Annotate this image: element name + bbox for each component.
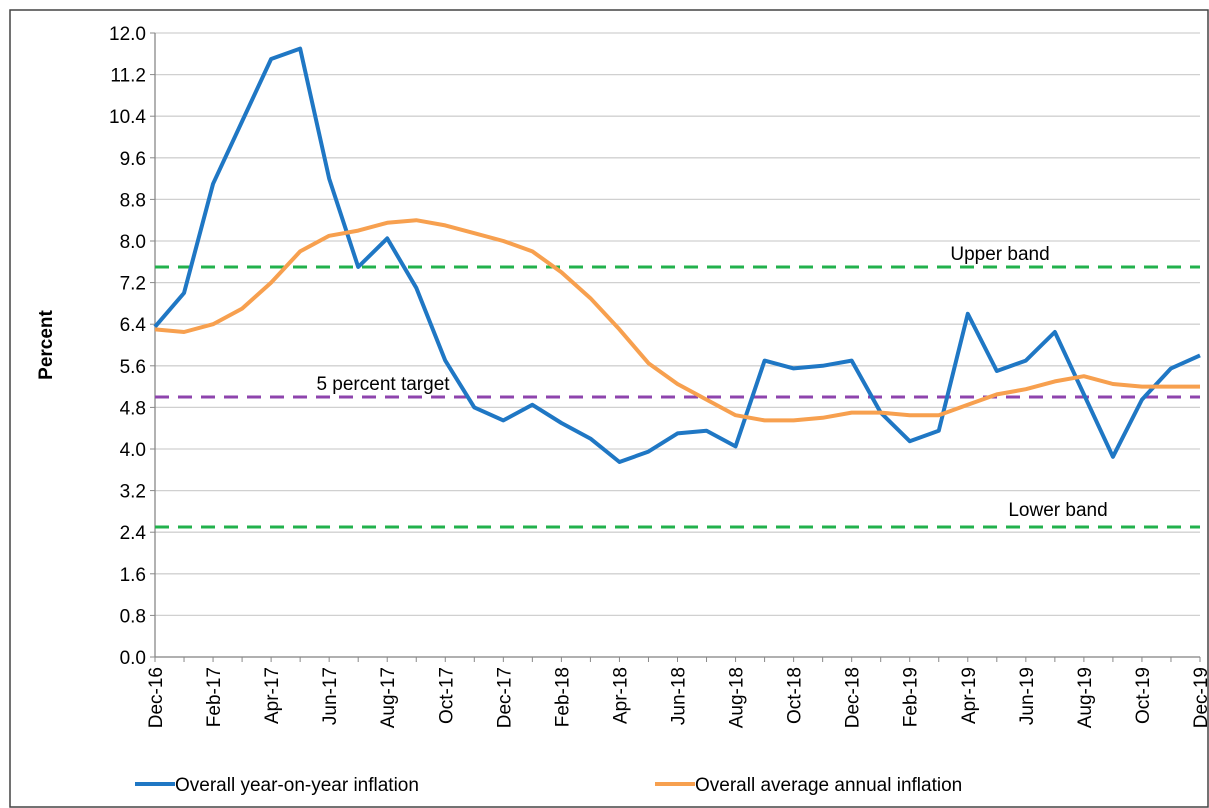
y-axis-label: Percent (36, 309, 57, 379)
y-tick-label: 6.4 (120, 315, 147, 336)
y-tick-label: 8.0 (120, 232, 146, 253)
x-tick-label: Apr-18 (610, 667, 631, 724)
x-tick-label: Oct-19 (1133, 667, 1154, 724)
data-line (153, 46, 1201, 464)
reference-label: 5 percent target (316, 374, 450, 395)
x-tick-label: Feb-19 (901, 667, 922, 727)
frame (9, 9, 1209, 808)
x-tick-label: Apr-19 (959, 667, 980, 724)
y-tick-label: 1.6 (120, 565, 146, 586)
x-tick-label: Feb-18 (552, 667, 573, 727)
y-tick-label: 9.6 (120, 149, 146, 170)
y-tick-label: 4.8 (120, 398, 146, 419)
x-tick-label: Jun-19 (1017, 667, 1038, 725)
reference-label: Upper band (950, 244, 1049, 265)
reference-label: Lower band (1008, 500, 1107, 521)
x-tick-label: Feb-17 (204, 667, 225, 727)
x-tick-label: Dec-16 (146, 667, 167, 728)
x-tick-label: Oct-18 (785, 667, 806, 724)
x-tick-label: Aug-17 (378, 667, 399, 728)
y-tick-label: 12.0 (109, 24, 146, 45)
y-tick-label: 2.4 (120, 523, 147, 544)
y-tick-label: 0.8 (120, 606, 146, 627)
x-tick-label: Apr-17 (262, 667, 283, 724)
y-tick-label: 7.2 (120, 274, 146, 295)
y-tick-label: 4.0 (120, 440, 146, 461)
x-tick-label: Dec-18 (843, 667, 864, 728)
x-tick-label: Oct-17 (436, 667, 457, 724)
x-tick-label: Aug-19 (1075, 667, 1096, 728)
y-tick-label: 11.2 (110, 66, 146, 87)
x-tick-label: Aug-18 (727, 667, 748, 728)
data-line (154, 218, 1200, 423)
y-tick-label: 5.6 (120, 357, 146, 378)
y-tick-label: 0.0 (120, 648, 146, 669)
legend-label: Overall average annual inflation (695, 775, 962, 796)
x-tick-label: Dec-19 (1191, 667, 1209, 728)
legend-label: Overall year-on-year inflation (175, 775, 419, 796)
x-tick-label: Dec-17 (494, 667, 515, 728)
y-tick-label: 3.2 (120, 482, 146, 503)
x-tick-label: Jun-17 (320, 667, 341, 725)
y-tick-label: 10.4 (109, 107, 146, 128)
x-tick-label: Jun-18 (669, 667, 690, 725)
y-tick-label: 8.8 (120, 190, 146, 211)
